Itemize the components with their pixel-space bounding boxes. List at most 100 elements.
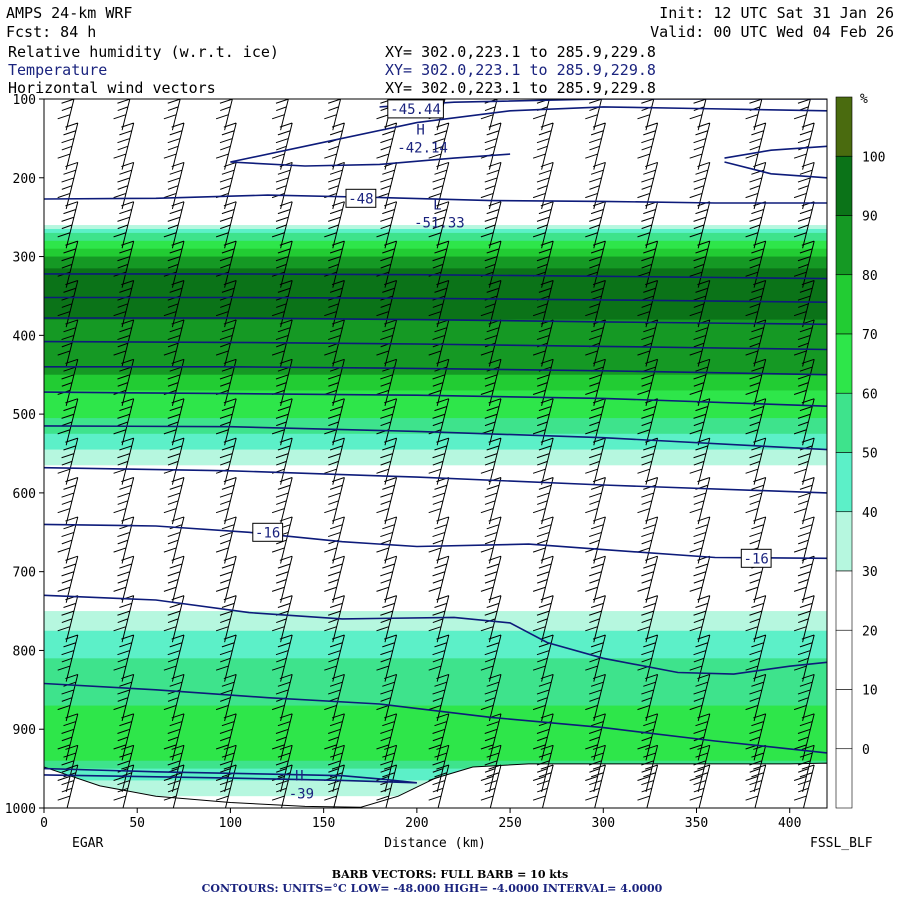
wind-barb (376, 358, 398, 407)
wind-barb (163, 744, 185, 793)
wind-barb (428, 713, 450, 761)
wind-barb (480, 764, 502, 808)
field-rh-name: Relative humidity (w.r.t. ice) (8, 43, 279, 61)
wind-barb (745, 477, 767, 525)
wind-barb (585, 161, 606, 210)
wind-barb (428, 477, 450, 525)
temp-contour-14 (44, 523, 827, 560)
wind-barb (585, 744, 606, 793)
wind-barb (57, 744, 79, 793)
wind-barb-shape (585, 744, 606, 793)
x-tick-label: 350 (685, 816, 708, 831)
forecast-hour: Fcst: 84 h (6, 23, 96, 41)
colorbar-tick-label: 70 (862, 328, 878, 343)
wind-barb (689, 319, 711, 367)
extremum-type: L (433, 197, 441, 213)
wind-barb (163, 201, 185, 249)
wind-barb-shape (215, 516, 237, 564)
wind-barb (637, 555, 659, 603)
temp-contour-8 (44, 317, 827, 326)
wind-barb (637, 358, 659, 407)
temp-contour-label-box (740, 548, 772, 568)
wind-barb (163, 437, 185, 485)
wind-barb (532, 280, 554, 328)
wind-barb (480, 713, 502, 761)
wind-barb-shape (428, 201, 450, 249)
wind-barb (215, 595, 237, 643)
wind-barb (480, 477, 502, 525)
wind-barb (689, 122, 711, 170)
wind-barb (324, 437, 345, 485)
wind-barb-shape (113, 99, 135, 131)
wind-barb (324, 358, 345, 407)
wind-barb (113, 516, 135, 564)
wind-barb-shape (163, 764, 185, 808)
wind-barb (271, 744, 293, 793)
wind-barb (480, 240, 502, 288)
wind-barb-shape (215, 555, 237, 603)
wind-barb-shape (793, 516, 815, 564)
wind-barb (428, 161, 450, 210)
y-tick-label: 100 (13, 93, 36, 108)
wind-barb (793, 673, 815, 722)
wind-barb-shape (271, 99, 293, 131)
wind-barb (113, 201, 135, 249)
wind-barb (215, 744, 237, 793)
colorbar-unit: % (860, 92, 868, 107)
wind-barb-shape (57, 161, 79, 210)
wind-barb (271, 555, 293, 603)
wind-barb (57, 477, 79, 525)
wind-barb-shape (585, 595, 606, 643)
wind-barb-shape (324, 477, 345, 525)
wind-barb (163, 398, 185, 446)
wind-barb (113, 437, 135, 485)
wind-barb-shape (480, 477, 502, 525)
wind-barb-shape (585, 398, 606, 446)
wind-barb (689, 358, 711, 407)
wind-barb-shape (428, 437, 450, 485)
wind-barb-shape (745, 764, 767, 808)
wind-barb (745, 122, 767, 170)
wind-barb-shape (745, 713, 767, 761)
wind-barb (585, 595, 606, 643)
wind-barb (637, 280, 659, 328)
wind-barb-shape (689, 437, 711, 485)
wind-barb (163, 595, 185, 643)
wind-barb-shape (324, 201, 345, 249)
wind-barb-shape (793, 280, 815, 328)
wind-barb-shape (113, 398, 135, 446)
wind-barb-shape (637, 201, 659, 249)
wind-barb-shape (689, 555, 711, 603)
wind-barb-shape (480, 122, 502, 170)
plot-frame (43, 98, 828, 809)
wind-barb-shape (793, 673, 815, 722)
init-time: Init: 12 UTC Sat 31 Jan 26 (659, 4, 894, 22)
extremum-h: H -39 (289, 768, 314, 802)
wind-barb (585, 240, 606, 288)
wind-barb (689, 744, 711, 793)
wind-barb-shape (324, 673, 345, 722)
wind-barb-shape (793, 99, 815, 131)
colorbar-segment (835, 511, 853, 572)
wind-barb-shape (585, 201, 606, 249)
wind-barb (376, 634, 398, 682)
wind-barb-shape (271, 201, 293, 249)
wind-barb-shape (271, 744, 293, 793)
wind-barb (215, 319, 237, 367)
wind-barb-shape (163, 437, 185, 485)
temperature-contours: -45.44 -48 -16 -16 (44, 99, 827, 784)
wind-barb-shape (163, 398, 185, 446)
colorbar-tick-label: 90 (862, 210, 878, 225)
wind-barb-shape (113, 161, 135, 210)
wind-barb-shape (163, 477, 185, 525)
wind-barb-shape (689, 713, 711, 761)
y-tick-label: 800 (13, 644, 36, 659)
wind-barb-shape (57, 122, 79, 170)
wind-barb-shape (532, 555, 554, 603)
wind-barb-shape (215, 398, 237, 446)
wind-barb (480, 161, 502, 210)
wind-barb (57, 358, 79, 407)
wind-barb (793, 99, 815, 131)
wind-barb (428, 437, 450, 485)
wind-barb-shape (113, 516, 135, 564)
